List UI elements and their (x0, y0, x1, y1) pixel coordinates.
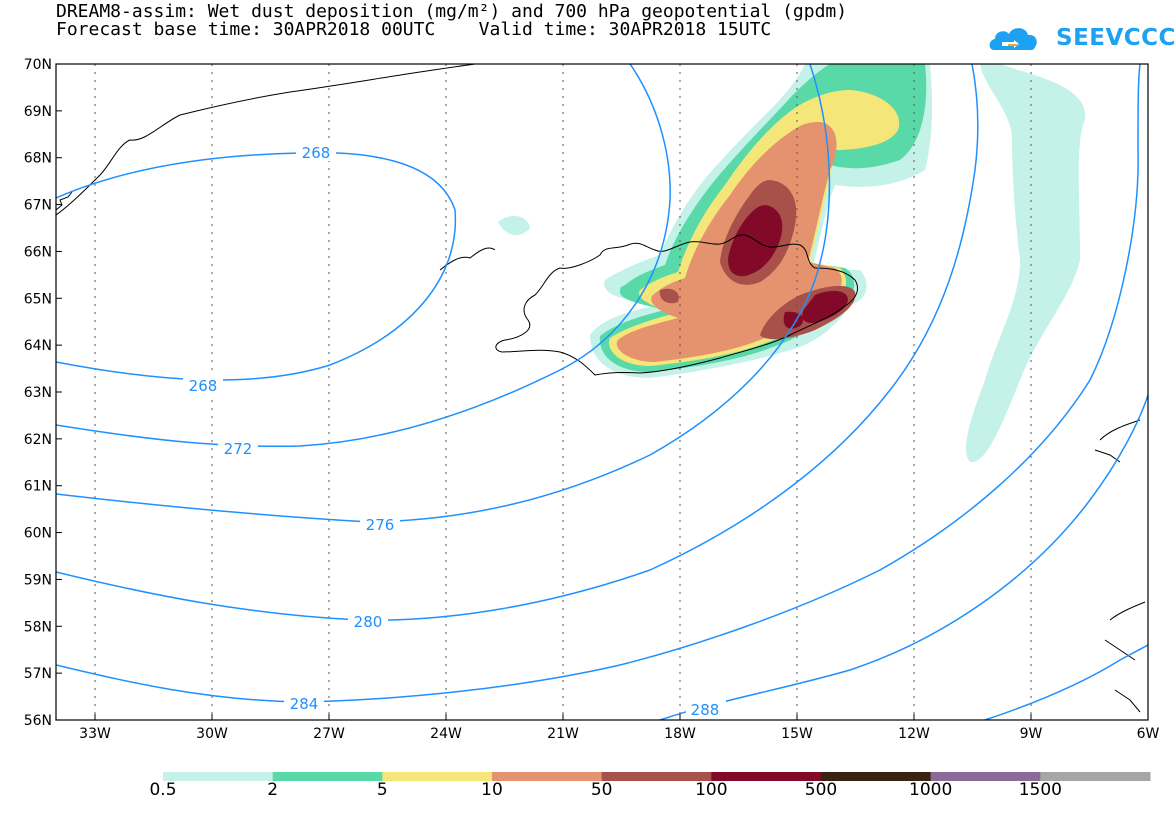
svg-text:272: 272 (224, 440, 253, 458)
lat-label: 62N (24, 432, 52, 448)
colorbar-tick-label: 10 (481, 780, 503, 800)
contour-292-line (984, 644, 1148, 720)
svg-text:268: 268 (302, 144, 331, 162)
lat-label: 66N (24, 244, 52, 260)
colorbar-segment (930, 772, 1041, 781)
lat-label: 68N (24, 151, 52, 167)
colorbar-tick-label: 5 (376, 780, 388, 800)
contour-276-line (56, 64, 831, 523)
contour-labels: 268 268 272 276 280 284 288 (183, 143, 726, 719)
lon-label: 33W (79, 726, 111, 742)
colorbar-segment (711, 772, 822, 781)
lat-label: 57N (24, 666, 52, 682)
cloud-icon (989, 28, 1037, 50)
colorbar-segment (272, 772, 383, 781)
contour-280-line (56, 64, 979, 621)
colorbar-tick-label: 500 (804, 780, 838, 800)
contour-label: 268 (296, 143, 336, 162)
colorbar-tick-label: 1000 (909, 780, 953, 800)
colorbar-segment (382, 772, 493, 781)
coastlines (56, 64, 1146, 713)
colorbar-segment (1040, 772, 1151, 781)
contour-288-line (659, 394, 1148, 720)
svg-text:280: 280 (354, 613, 383, 631)
contour-label: 272 (218, 439, 258, 458)
map-axes: 33W 30W 27W 24W 21W 18W 15W 12W 9W 6W 70N 69N 68N 67N… (24, 57, 1160, 742)
colorbar-segment (492, 772, 603, 781)
lat-label: 64N (24, 338, 52, 354)
lat-label: 58N (24, 619, 52, 635)
colorbar-segment (821, 772, 932, 781)
lon-label: 15W (781, 726, 813, 742)
colorbar (163, 772, 1151, 781)
lat-label: 56N (24, 713, 52, 729)
svg-text:276: 276 (366, 516, 395, 534)
lon-label: 6W (1137, 726, 1160, 742)
svg-text:284: 284 (290, 695, 319, 713)
lat-label: 69N (24, 104, 52, 120)
lat-label: 60N (24, 526, 52, 542)
lat-label: 63N (24, 385, 52, 401)
lon-label: 27W (313, 726, 345, 742)
map-title: DREAM8-assim: Wet dust deposition (mg/m²… (56, 1, 848, 22)
lon-label: 18W (664, 726, 696, 742)
contour-label: 268 (183, 376, 223, 395)
svg-text:288: 288 (691, 701, 720, 719)
lon-label: 21W (547, 726, 579, 742)
lat-label: 59N (24, 572, 52, 588)
lon-label: 12W (898, 726, 930, 742)
contour-label: 280 (348, 612, 388, 631)
lat-label: 61N (24, 479, 52, 495)
svg-text:268: 268 (189, 377, 218, 395)
lon-label: 24W (430, 726, 462, 742)
contour-268-line (56, 151, 457, 381)
contour-272-line (56, 64, 671, 448)
colorbar-tick-label: 0.5 (149, 780, 177, 800)
lat-label: 67N (24, 198, 52, 214)
colorbar-segment (601, 772, 712, 781)
lat-label: 65N (24, 291, 52, 307)
colorbar-tick-label: 2 (267, 780, 279, 800)
lon-label: 30W (196, 726, 228, 742)
logo-text: SEEVCCC (1056, 25, 1175, 51)
lat-label: 70N (24, 57, 52, 73)
contour-label: 284 (284, 694, 324, 713)
colorbar-tick-label: 100 (695, 780, 728, 800)
colorbar-tick-label: 1500 (1018, 780, 1062, 800)
contour-label: 276 (360, 515, 400, 534)
colorbar-tick-label: 50 (590, 780, 613, 800)
contour-label: 288 (686, 700, 726, 719)
map-subtitle: Forecast base time: 30APR2018 00UTC Vali… (56, 19, 772, 40)
lon-label: 9W (1020, 726, 1043, 742)
colorbar-segment (163, 772, 274, 781)
